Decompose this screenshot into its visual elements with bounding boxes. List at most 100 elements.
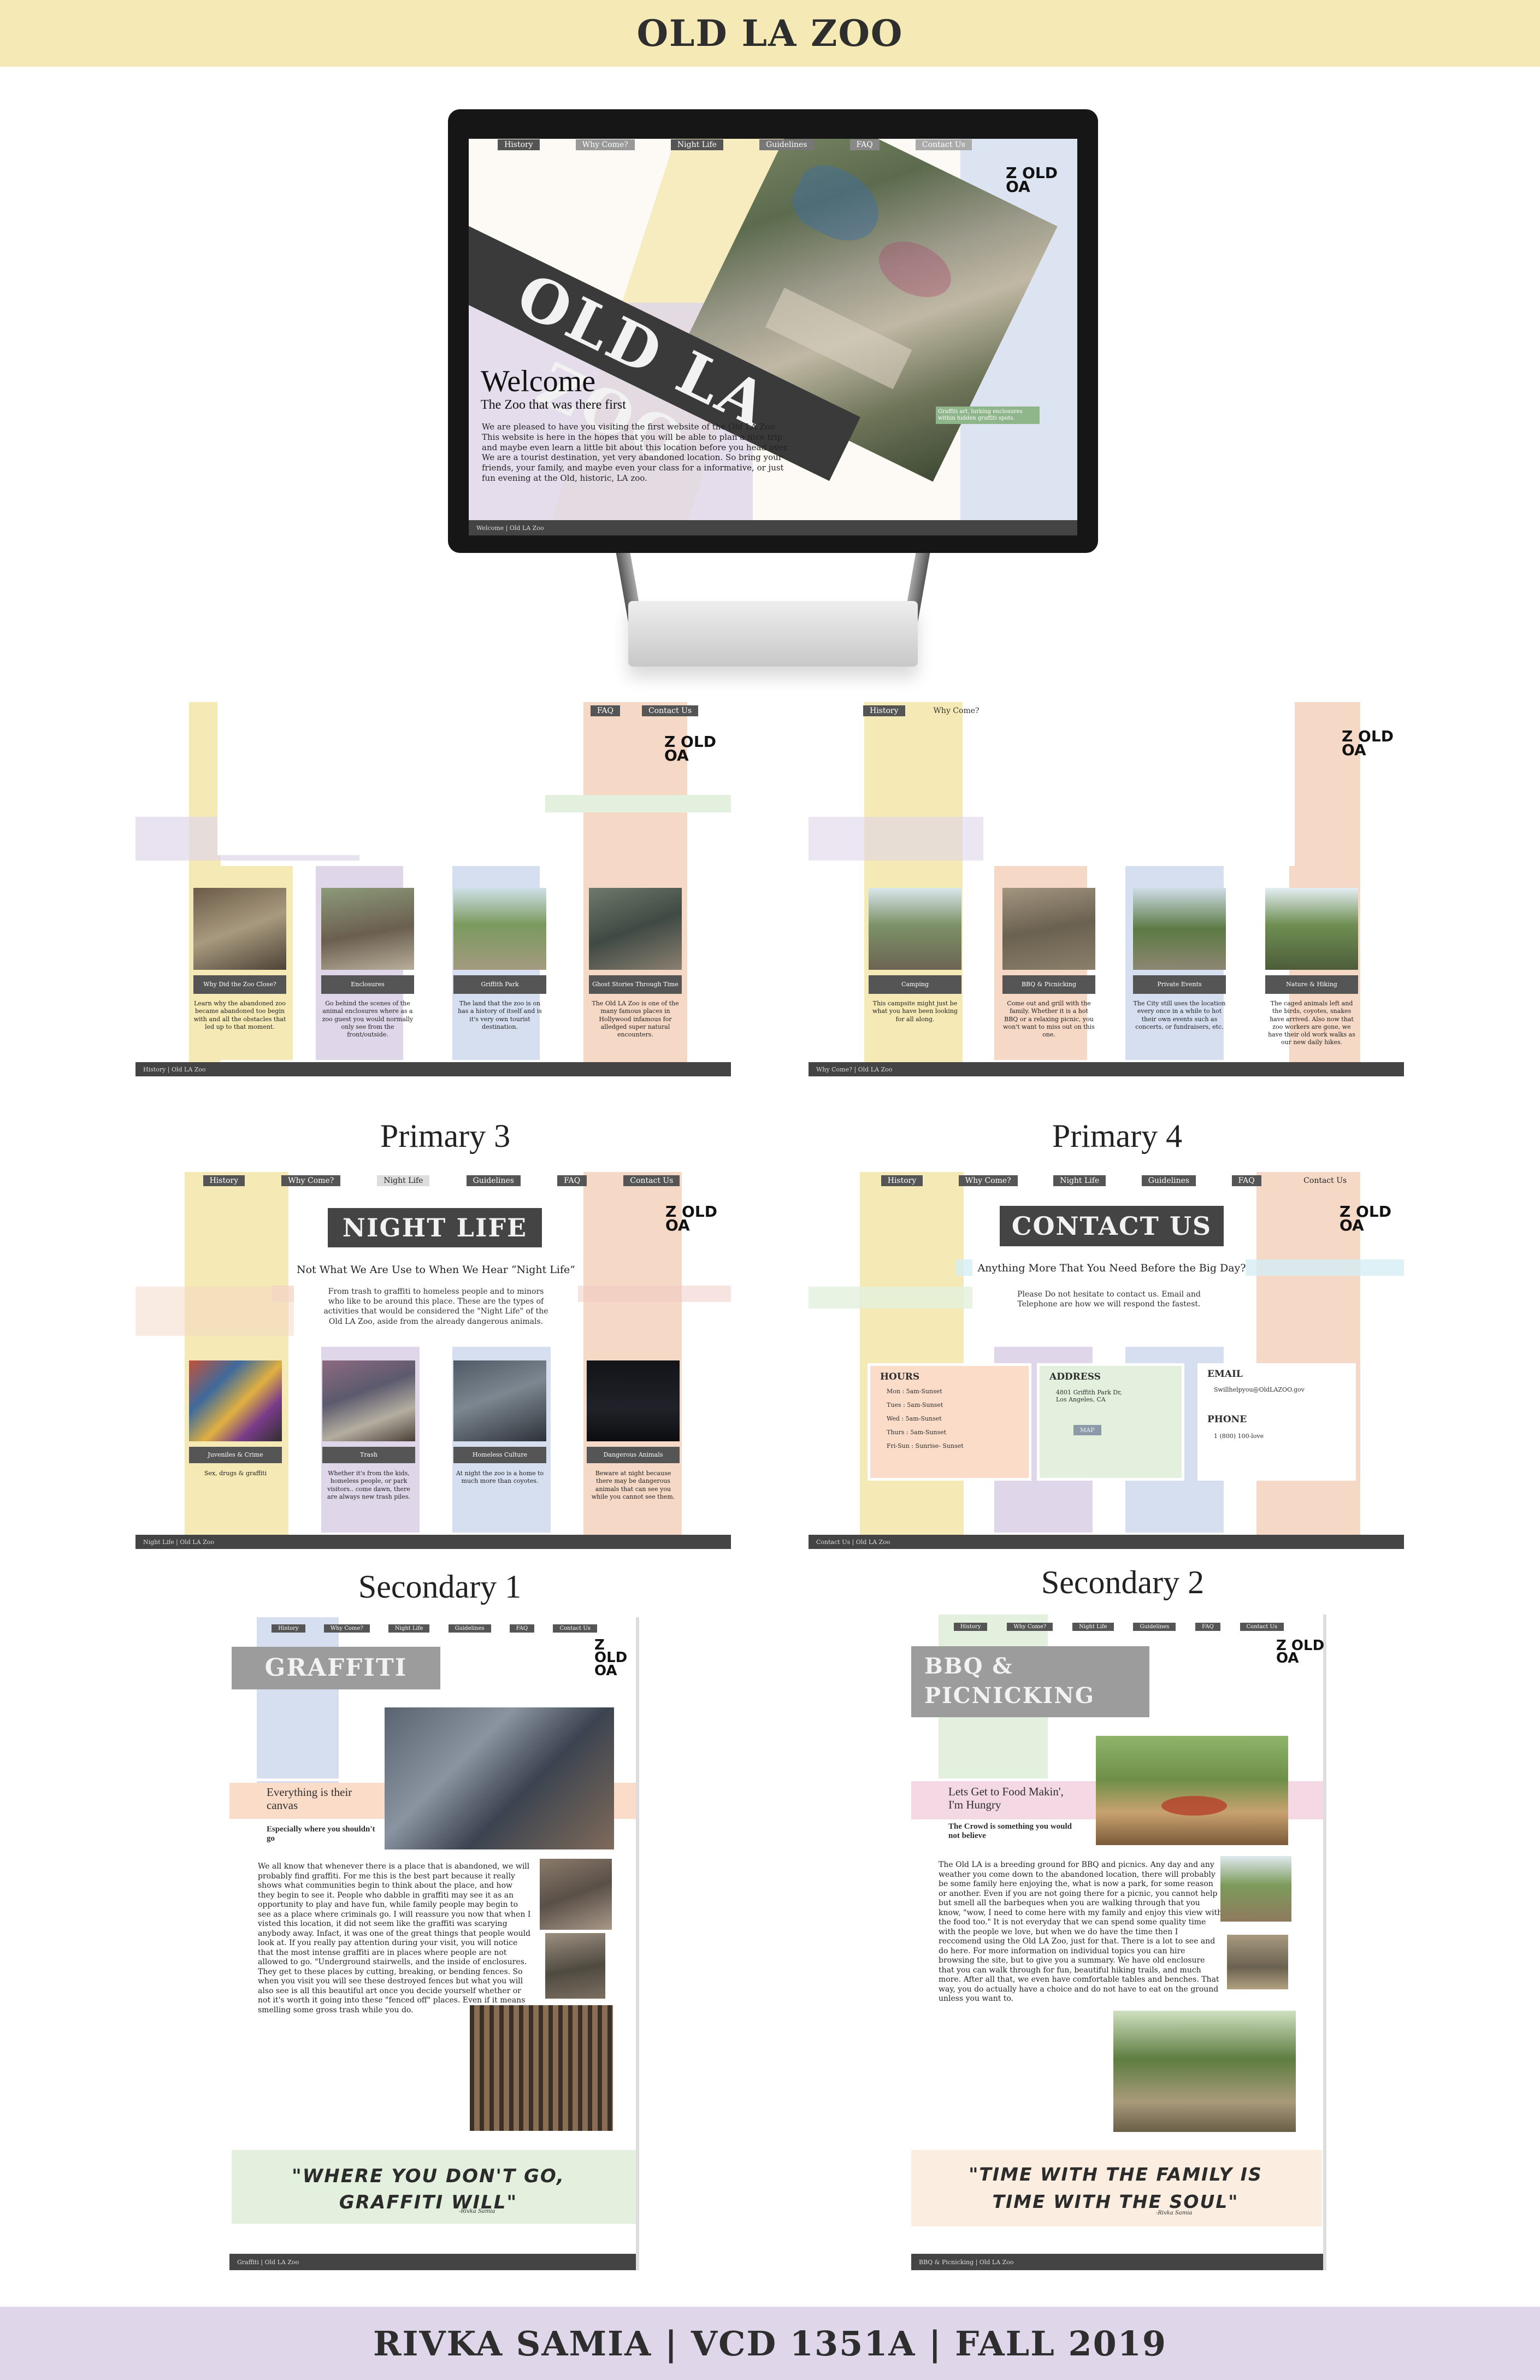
nav-contact[interactable]: Contact Us — [1240, 1622, 1284, 1631]
card-caption[interactable]: Griffith Park — [453, 975, 546, 994]
card-caption[interactable]: BBQ & Picnicking — [1002, 975, 1095, 994]
card-caption[interactable]: Private Events — [1133, 975, 1226, 994]
logo-line1: Z OLD — [594, 1637, 628, 1666]
hours-title: HOURS — [880, 1371, 920, 1382]
desktop-screen: Graffiti art, lurking enclosures within … — [469, 139, 1077, 535]
secondary1-label: Secondary 1 — [358, 1569, 522, 1605]
hours-line: Tues : 5am-Sunset — [887, 1401, 943, 1409]
why-nav: History Why Come? — [863, 705, 1022, 716]
site-logo[interactable]: Z OLD OA — [1342, 728, 1394, 759]
nav-why-come[interactable]: Why Come? — [323, 1624, 370, 1633]
nav-history[interactable]: History — [881, 1175, 923, 1186]
footer-band: RIVKA SAMIA | VCD 1351A | FALL 2019 — [0, 2307, 1540, 2380]
nav-faq[interactable]: FAQ — [590, 705, 620, 716]
card-caption[interactable]: Homeless Culture — [453, 1447, 546, 1463]
card-text: Go behind the scenes of the animal enclo… — [322, 1000, 414, 1039]
logo-line2: OA — [665, 1216, 690, 1235]
page-banner: NIGHT LIFE — [328, 1208, 542, 1247]
board-edge — [636, 1617, 639, 2270]
nav-history[interactable]: History — [203, 1175, 245, 1186]
nav-contact[interactable]: Contact Us — [641, 705, 698, 716]
contact-board: History Why Come? Night Life Guidelines … — [809, 1172, 1404, 1549]
bbq-footer: BBQ & Picnicking | Old LA Zoo — [911, 2254, 1323, 2270]
card-caption[interactable]: Why Did the Zoo Close? — [193, 975, 286, 994]
contact-footer: Contact Us | Old LA Zoo — [809, 1535, 1404, 1549]
card-photo — [1133, 888, 1226, 970]
nav-contact[interactable]: Contact Us — [1303, 1176, 1347, 1185]
card-caption[interactable]: Camping — [869, 975, 961, 994]
quote-author: -Rivka Samia — [1156, 2210, 1193, 2216]
site-logo[interactable]: Z OLD OA — [594, 1637, 639, 1678]
logo-line2: OA — [1342, 741, 1366, 759]
nav-contact[interactable]: Contact Us — [915, 139, 972, 150]
nav-night-life[interactable]: Night Life — [1053, 1175, 1106, 1186]
map-button[interactable]: MAP — [1073, 1425, 1101, 1435]
history-nav: FAQ Contact Us — [518, 705, 698, 716]
card-photo — [321, 888, 414, 970]
nav-faq[interactable]: FAQ — [509, 1624, 535, 1633]
phone-value[interactable]: 1 (800) 100-love — [1214, 1433, 1264, 1440]
bbq-nav: History Why Come? Night Life Guidelines … — [944, 1621, 1294, 1632]
card-caption[interactable]: Ghost Stories Through Time — [589, 975, 682, 994]
nav-night-life[interactable]: Night Life — [388, 1624, 430, 1633]
card-text: Learn why the abandoned zoo became aband… — [193, 1000, 286, 1030]
nav-history[interactable]: History — [272, 1624, 305, 1633]
site-logo[interactable]: Z OLD OA — [1340, 1203, 1391, 1233]
nav-faq[interactable]: FAQ — [1195, 1622, 1220, 1631]
photo-caption: Graffiti art, lurking enclosures within … — [936, 407, 1040, 424]
nav-faq[interactable]: FAQ — [849, 139, 880, 150]
side-photo-1 — [1220, 1856, 1291, 1922]
nav-contact[interactable]: Contact Us — [553, 1624, 597, 1633]
welcome-heading: Welcome — [481, 364, 596, 398]
email-value[interactable]: Swillhelpyou@OldLAZOO.gov — [1214, 1386, 1305, 1393]
nav-why-come[interactable]: Why Come? — [958, 1175, 1018, 1186]
graffiti-footer: Graffiti | Old LA Zoo — [229, 2254, 636, 2270]
nav-guidelines[interactable]: Guidelines — [1141, 1175, 1196, 1186]
site-logo[interactable]: Z OLD OA — [664, 734, 716, 765]
nav-why-come[interactable]: Why Come? — [1007, 1622, 1053, 1631]
logo-line1: Z OLD — [1006, 164, 1058, 182]
card-caption[interactable]: Juveniles & Crime — [189, 1447, 282, 1463]
desktop-nav: History Why Come? Night Life Guidelines … — [480, 139, 990, 150]
address-line: Los Angeles, CA — [1056, 1396, 1106, 1403]
nav-night-life[interactable]: Night Life — [377, 1175, 430, 1186]
nav-guidelines[interactable]: Guidelines — [1133, 1622, 1176, 1631]
card-photo — [453, 1360, 546, 1441]
nav-history[interactable]: History — [863, 705, 905, 716]
history-footer: History | Old LA Zoo — [135, 1062, 731, 1076]
site-logo[interactable]: Z OLD OA — [1006, 164, 1058, 194]
nav-guidelines[interactable]: Guidelines — [448, 1624, 491, 1633]
nav-guidelines[interactable]: Guidelines — [466, 1175, 521, 1186]
nav-why-come[interactable]: Why Come? — [575, 139, 635, 150]
nav-night-life[interactable]: Night Life — [670, 139, 723, 150]
card-photo — [193, 888, 286, 970]
logo-line1: Z OLD — [1340, 1203, 1391, 1221]
nav-guidelines[interactable]: Guidelines — [759, 139, 814, 150]
nav-history[interactable]: History — [953, 1622, 988, 1631]
logo-line2: OA — [664, 746, 689, 765]
card-caption[interactable]: Enclosures — [321, 975, 414, 994]
pull-quote: "WHERE YOU DON'T GO, GRAFFITI WILL" — [292, 2165, 565, 2213]
bbq-board: History Why Come? Night Life Guidelines … — [911, 1615, 1326, 2270]
article-body: The Old LA is a breeding ground for BBQ … — [939, 1860, 1223, 2003]
site-logo[interactable]: Z OLD OA — [665, 1204, 717, 1235]
site-logo[interactable]: Z OLD OA — [1276, 1639, 1324, 1666]
callout-2: Especially where you shouldn't go — [267, 1825, 375, 1843]
nav-why-come[interactable]: Why Come? — [281, 1175, 341, 1186]
nav-contact[interactable]: Contact Us — [623, 1175, 680, 1186]
quote-band — [911, 2150, 1322, 2226]
nav-why-come[interactable]: Why Come? — [933, 706, 980, 715]
card-caption[interactable]: Trash — [322, 1447, 415, 1463]
card-caption[interactable]: Nature & Hiking — [1265, 975, 1358, 994]
nav-history[interactable]: History — [498, 139, 540, 150]
card-photo — [1265, 888, 1358, 970]
hours-line: Wed : 5am-Sunset — [887, 1415, 942, 1422]
stripe-yellow — [860, 1172, 964, 1549]
nav-faq[interactable]: FAQ — [1231, 1175, 1261, 1186]
card-text: Come out and grill with the family. Whet… — [1003, 1000, 1095, 1039]
nav-night-life[interactable]: Night Life — [1072, 1622, 1114, 1631]
card-photo — [589, 888, 682, 970]
card-caption[interactable]: Dangerous Animals — [587, 1447, 680, 1463]
monitor-mockup: Graffiti art, lurking enclosures within … — [448, 109, 1098, 678]
nav-faq[interactable]: FAQ — [557, 1175, 587, 1186]
